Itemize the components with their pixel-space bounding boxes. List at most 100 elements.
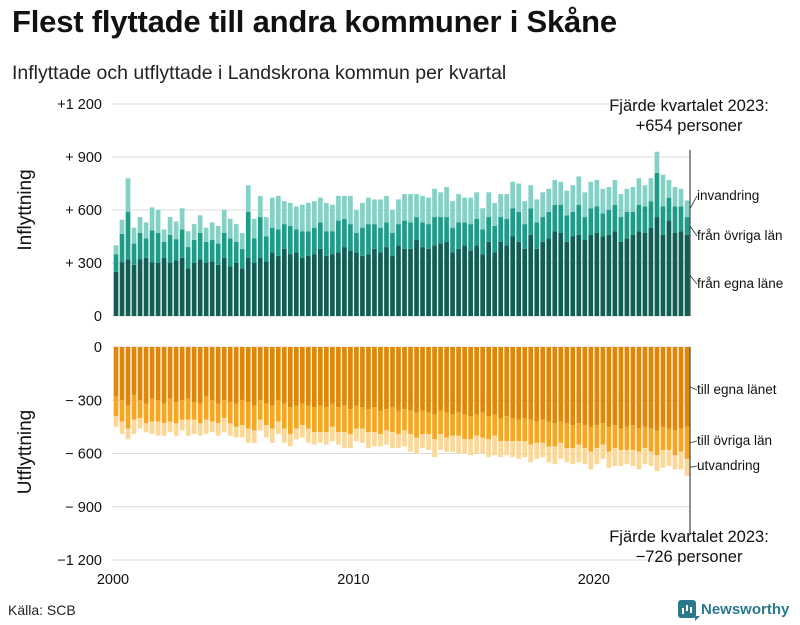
bar-out-series0 [312, 347, 317, 408]
bar-in-series2 [336, 195, 341, 221]
bar-in-series0 [269, 252, 275, 316]
bar-in-series2 [498, 194, 504, 218]
bar-in-series1 [600, 213, 606, 237]
bar-out-series2 [125, 428, 131, 440]
bar-out-series0 [396, 347, 401, 411]
bar-in-series0 [378, 252, 383, 316]
bar-out-series1 [378, 410, 383, 434]
bar-in-series1 [510, 208, 516, 237]
bar-out-series2 [390, 432, 395, 449]
bar-out-series1 [462, 414, 467, 440]
bar-in-series0 [173, 260, 179, 316]
bar-out-series1 [239, 400, 245, 426]
bar-out-series0 [191, 347, 197, 403]
bar-in-series1 [420, 222, 425, 248]
bar-out-series0 [546, 347, 552, 422]
bar-in-series2 [420, 195, 425, 223]
bar-out-series1 [360, 407, 365, 429]
bar-out-series1 [516, 419, 522, 442]
y-tick-label: + 600 [65, 203, 102, 219]
bar-out-series2 [324, 432, 329, 445]
bar-in-series1 [275, 229, 281, 256]
bar-in-series1 [312, 227, 317, 255]
annotation-text: Fjärde kvartalet 2023: [609, 528, 769, 546]
bar-out-series1 [648, 428, 654, 452]
bar-in-series2 [197, 215, 203, 233]
bar-in-series0 [239, 268, 245, 316]
bar-out-series0 [251, 347, 257, 406]
y-tick-label: − 600 [65, 447, 102, 463]
bar-in-series0 [438, 243, 443, 316]
bar-out-series0 [474, 347, 479, 415]
bar-in-series2 [612, 179, 618, 205]
bar-out-series0 [594, 347, 600, 426]
bar-in-series0 [167, 263, 173, 316]
x-tick-label: 2000 [97, 572, 129, 588]
bar-out-series2 [173, 423, 179, 436]
bar-in-series0 [534, 248, 540, 316]
bar-in-series2 [570, 185, 576, 212]
bar-out-series1 [227, 402, 233, 424]
bar-out-series0 [179, 347, 185, 401]
page-title: Flest flyttade till andra kommuner i Skå… [12, 4, 617, 39]
bar-in-series2 [660, 174, 666, 207]
bar-in-series2 [299, 204, 305, 232]
bar-out-series0 [336, 347, 341, 408]
bar-in-series2 [414, 194, 419, 218]
bar-in-series0 [426, 248, 431, 316]
bar-out-series1 [390, 407, 395, 433]
bar-in-series1 [558, 204, 564, 233]
bar-out-series1 [456, 412, 461, 436]
bar-in-series1 [576, 204, 582, 235]
bar-out-series1 [534, 421, 540, 443]
bar-out-series0 [624, 347, 630, 427]
bar-in-series0 [137, 259, 143, 316]
bar-out-series2 [432, 439, 437, 458]
source-note: Källa: SCB [8, 602, 76, 618]
bar-in-series1 [456, 222, 461, 249]
bar-out-series1 [408, 410, 413, 434]
bar-in-series1 [281, 224, 287, 249]
y-axis-title: Utflyttning [15, 410, 36, 494]
bar-in-series1 [251, 238, 257, 263]
bar-out-series0 [275, 347, 281, 401]
bar-in-series1 [426, 224, 431, 249]
bar-out-series0 [378, 347, 383, 411]
bar-in-series2 [233, 224, 239, 242]
bar-in-series0 [642, 232, 648, 316]
bar-in-series0 [336, 252, 341, 316]
bar-in-series0 [582, 240, 588, 316]
bar-out-series0 [131, 347, 137, 395]
bar-out-series1 [384, 409, 389, 431]
bar-in-series1 [384, 222, 389, 248]
bar-in-series0 [215, 264, 221, 316]
bar-in-series2 [354, 210, 359, 233]
bar-in-series2 [119, 219, 125, 234]
bar-out-series2 [456, 435, 461, 454]
bar-in-series0 [528, 234, 534, 316]
bar-out-series2 [468, 439, 473, 456]
bar-in-series2 [203, 227, 209, 242]
bar-in-series0 [570, 236, 576, 316]
bar-out-series2 [167, 421, 173, 433]
bar-in-series0 [155, 263, 161, 316]
bar-out-series1 [630, 425, 636, 450]
bar-out-series0 [600, 347, 606, 424]
bar-out-series2 [215, 423, 221, 436]
bar-in-series2 [348, 195, 353, 225]
bar-out-series0 [342, 347, 347, 406]
bar-out-series2 [209, 421, 215, 433]
bar-out-series0 [576, 347, 582, 424]
bar-out-series1 [269, 405, 275, 429]
bar-in-series2 [191, 224, 197, 241]
bar-in-series1 [666, 197, 672, 221]
bar-out-series2 [492, 435, 498, 456]
bar-in-series2 [450, 201, 455, 228]
bar-out-series1 [654, 430, 660, 456]
bar-in-series0 [510, 236, 516, 316]
bar-in-series2 [209, 222, 215, 241]
bar-in-series2 [582, 192, 588, 218]
bar-out-series0 [293, 347, 299, 406]
y-tick-label: + 900 [65, 150, 102, 166]
bar-in-series0 [420, 247, 425, 316]
